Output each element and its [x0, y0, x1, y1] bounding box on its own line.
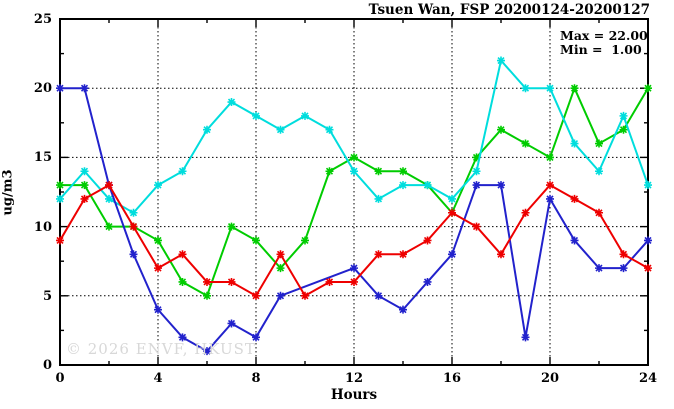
x-tick-label: 4 — [153, 371, 163, 386]
x-tick-label: 0 — [55, 371, 65, 386]
x-tick-label: 24 — [638, 371, 658, 386]
plot-border — [59, 18, 649, 366]
y-tick-label: 10 — [33, 219, 52, 235]
y-tick-label: 20 — [33, 81, 52, 97]
x-tick-label: 16 — [442, 371, 462, 386]
x-tick-label: 8 — [251, 371, 261, 386]
y-tick-label: 5 — [42, 288, 52, 304]
x-tick-label: 20 — [540, 371, 560, 386]
y-tick-label: 25 — [33, 12, 52, 27]
x-axis-title: Hours — [330, 387, 378, 403]
x-tick-label: 12 — [344, 371, 364, 386]
chart-title: Tsuen Wan, FSP 20200124-20200127 — [368, 2, 650, 18]
watermark: © 2026 ENVF, HKUST — [66, 340, 256, 358]
cyan-line-markers — [56, 56, 652, 217]
min-annotation: Min = 1.00 — [560, 42, 642, 57]
y-tick-label: 15 — [33, 150, 52, 166]
red-line-markers — [56, 181, 652, 300]
max-annotation: Max = 22.00 — [560, 28, 648, 43]
y-tick-label: 0 — [42, 358, 52, 373]
